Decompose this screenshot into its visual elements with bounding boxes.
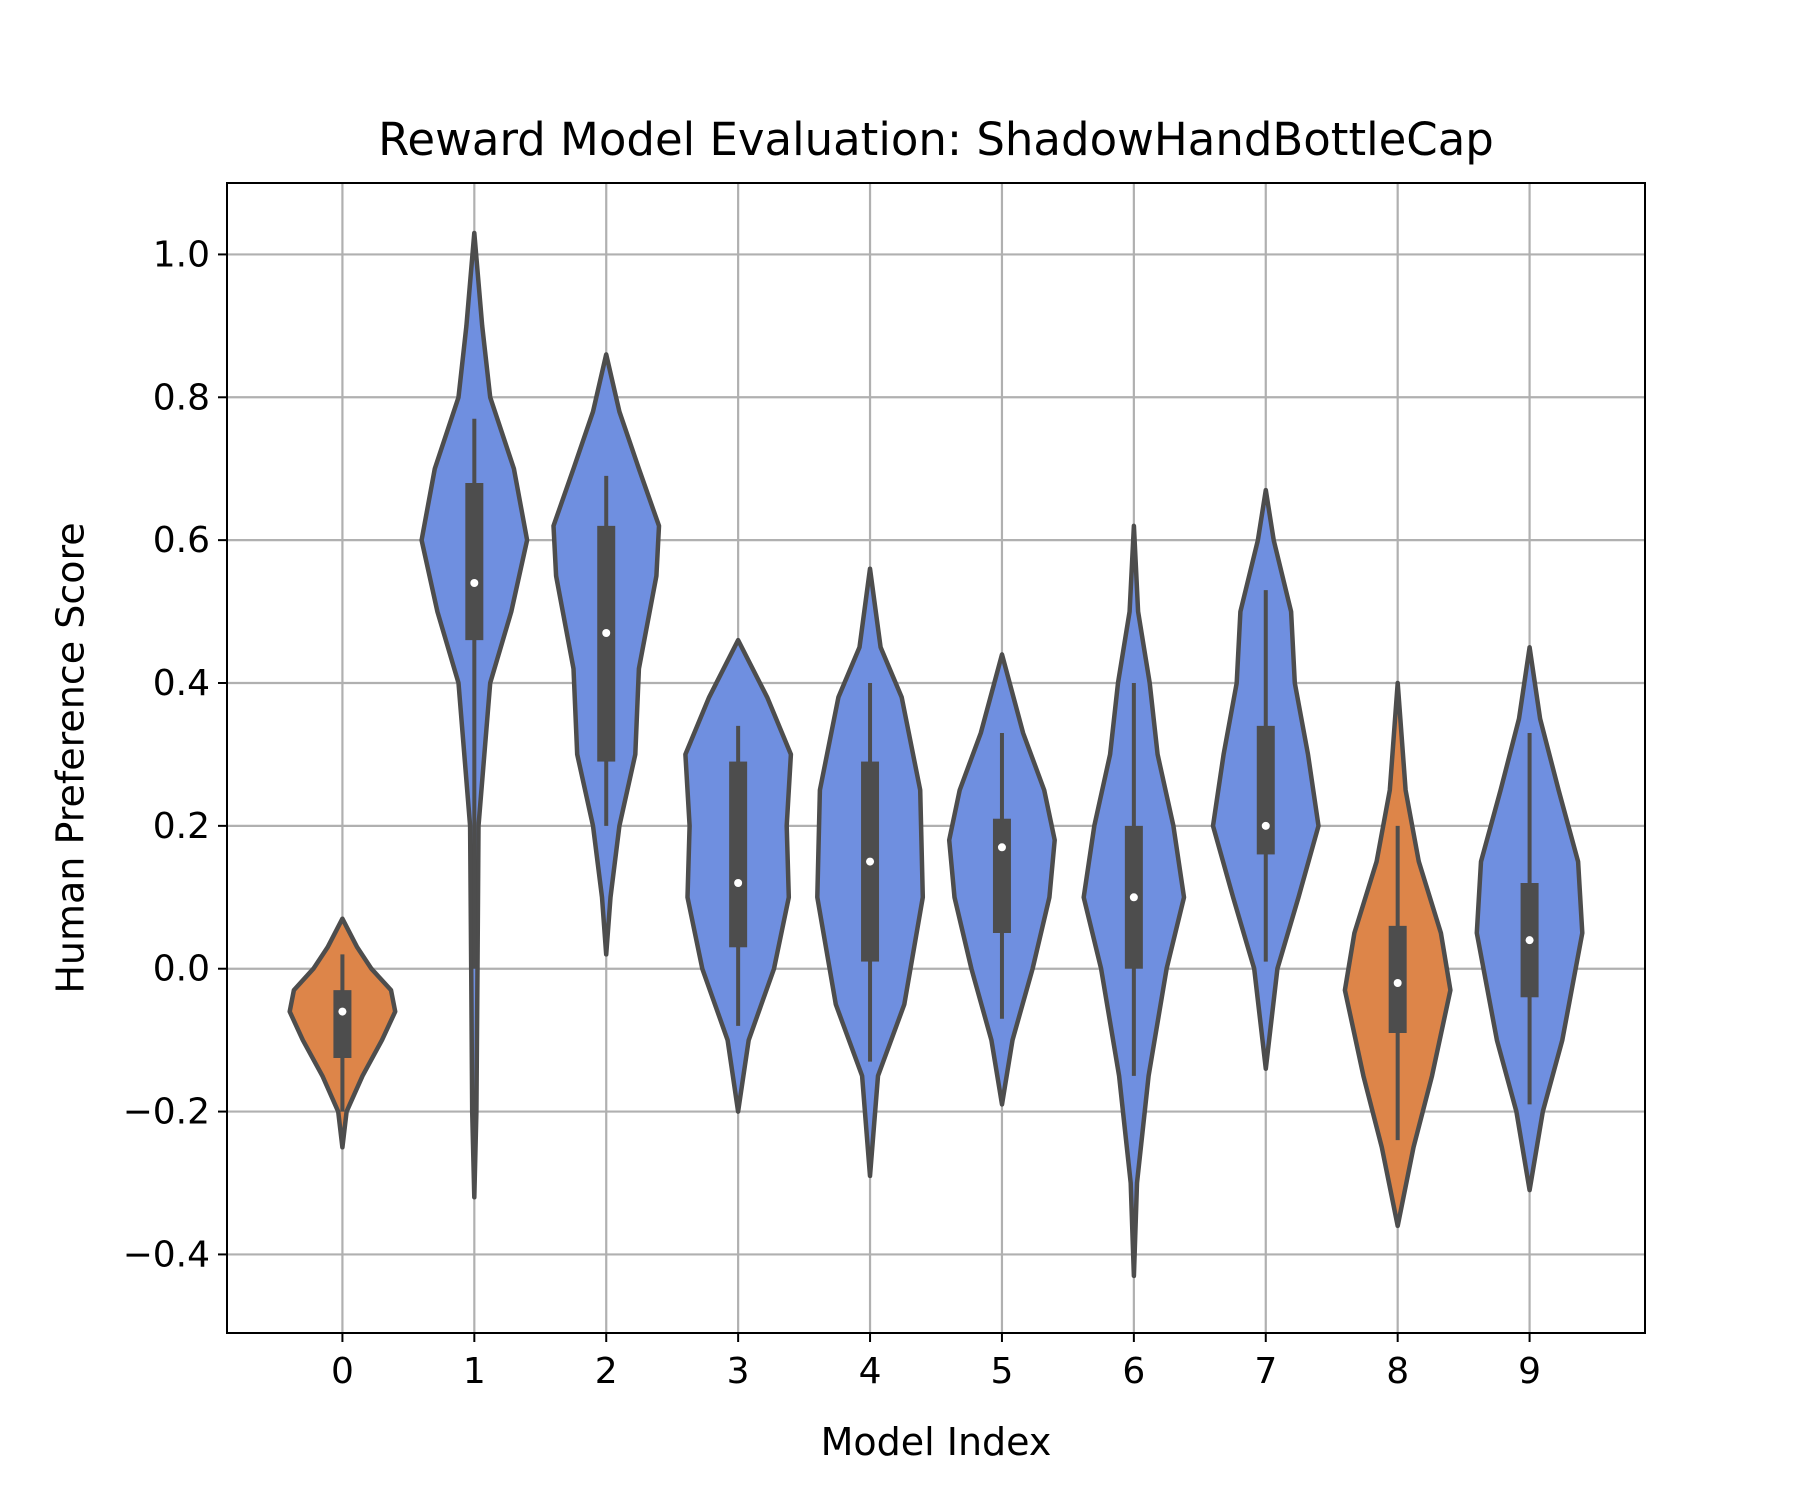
y-tick-label: −0.2 <box>123 1092 210 1133</box>
ticks: −0.4 −0.2 0.0 0.2 0.4 0.6 0.8 1.0 0 1 2 3 4 5 6 7 8 9 <box>123 234 1541 1392</box>
x-tick-label: 5 <box>991 1351 1014 1392</box>
x-tick-label: 1 <box>463 1351 486 1392</box>
violins <box>287 230 1585 1279</box>
y-axis-label: Human Preference Score <box>48 522 92 993</box>
violin-iqr-box-7 <box>1256 725 1275 855</box>
violin-median-9 <box>1525 936 1534 945</box>
x-tick-label: 6 <box>1122 1351 1145 1392</box>
violin-median-0 <box>338 1007 347 1016</box>
violin-median-5 <box>997 843 1006 852</box>
x-tick-label: 9 <box>1518 1351 1541 1392</box>
violin-median-6 <box>1129 893 1138 902</box>
x-tick-label: 4 <box>859 1351 882 1392</box>
x-axis-label: Model Index <box>821 1420 1052 1464</box>
violin-median-7 <box>1261 821 1270 830</box>
x-tick-label: 0 <box>331 1351 354 1392</box>
violin-median-1 <box>470 579 479 587</box>
y-tick-label: 0.0 <box>153 949 210 990</box>
violin-median-8 <box>1393 979 1402 987</box>
violin-iqr-box-0 <box>333 990 352 1058</box>
x-tick-label: 3 <box>727 1351 750 1392</box>
x-tick-label: 7 <box>1254 1351 1277 1392</box>
y-tick-label: 0.2 <box>153 806 210 847</box>
chart-title: Reward Model Evaluation: ShadowHandBottl… <box>378 113 1494 166</box>
y-tick-label: −0.4 <box>123 1234 210 1275</box>
y-tick-label: 0.8 <box>153 377 210 418</box>
violin-median-2 <box>602 629 611 637</box>
violin-median-3 <box>734 879 743 887</box>
x-tick-label: 8 <box>1386 1351 1409 1392</box>
violin-median-4 <box>866 857 875 866</box>
y-tick-label: 0.4 <box>153 663 210 704</box>
violin-iqr-box-1 <box>465 483 484 641</box>
violin-iqr-box-3 <box>729 761 748 948</box>
plot-frame <box>226 182 1646 1334</box>
x-tick-label: 2 <box>595 1351 618 1392</box>
y-tick-label: 1.0 <box>153 234 210 275</box>
violin-iqr-box-2 <box>597 525 616 762</box>
violin-iqr-box-5 <box>992 818 1011 933</box>
y-tick-label: 0.6 <box>153 520 210 561</box>
